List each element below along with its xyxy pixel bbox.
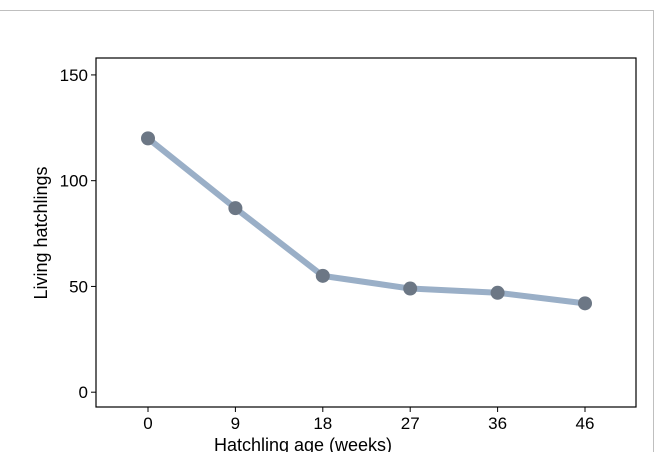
data-point	[578, 296, 592, 311]
x-tick-label: 36	[488, 414, 507, 433]
data-point	[315, 268, 330, 283]
y-tick-label: 50	[69, 277, 88, 296]
x-tick-label: 0	[143, 414, 152, 433]
y-tick-label: 100	[60, 172, 88, 191]
data-point	[490, 285, 505, 300]
x-axis-title: Hatchling age (weeks)	[214, 435, 392, 452]
data-point	[141, 131, 155, 146]
plot-area: 0 50 100 150 0 9 18 27 36 46	[60, 57, 637, 433]
data-point	[228, 201, 243, 216]
plot-panel-border	[95, 57, 637, 408]
y-tick-label: 150	[60, 66, 88, 85]
x-tick-label: 46	[576, 414, 595, 433]
y-axis-title: Living hatchlings	[31, 166, 51, 299]
x-tick-label: 18	[313, 414, 332, 433]
y-tick-label: 0	[79, 383, 88, 402]
data-point	[403, 281, 418, 296]
x-tick-label: 9	[231, 414, 240, 433]
x-tick-label: 27	[401, 414, 420, 433]
series-line	[145, 135, 588, 307]
